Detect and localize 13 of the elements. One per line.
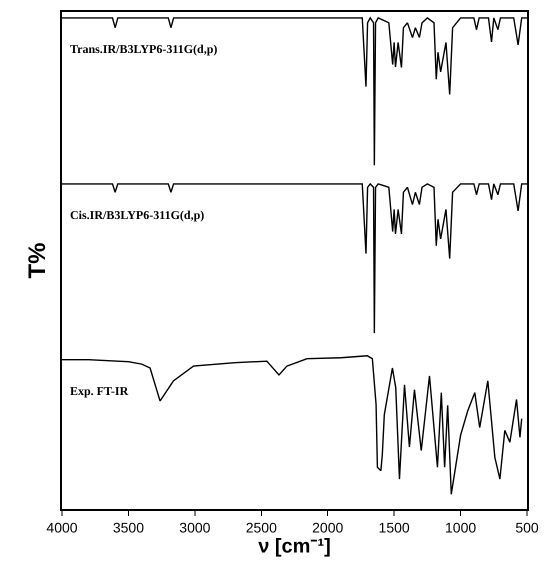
x-tick-label: 1000 [444, 520, 476, 536]
x-tick-label: 2500 [246, 520, 278, 536]
text: Cis.IR/B3LYP6-311G(d,p) [70, 208, 204, 222]
x-tick-label: 4000 [46, 520, 78, 536]
x-tick-label: 1500 [378, 520, 410, 536]
x-tick-label: 500 [515, 520, 539, 536]
series-label: Exp. FT-IR [70, 384, 129, 398]
text: Trans.IR/B3LYP6-311G(d,p) [70, 42, 218, 56]
x-tick-label: 2000 [312, 520, 344, 536]
x-tick-label: 3500 [112, 520, 144, 536]
y-axis-title: T% [24, 242, 51, 278]
x-tick-label: 3000 [179, 520, 211, 536]
x-axis-title: ν [cm⁻¹] [258, 536, 331, 558]
